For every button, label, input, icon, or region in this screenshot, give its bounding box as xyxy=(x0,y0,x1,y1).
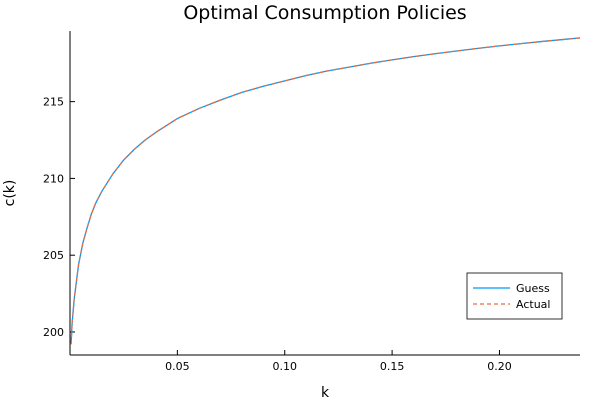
series-line-actual xyxy=(70,37,581,345)
x-tick-label: 0.15 xyxy=(380,360,405,373)
chart-title: Optimal Consumption Policies xyxy=(183,2,466,24)
y-axis-label: c(k) xyxy=(2,180,18,207)
x-tick-label: 0.05 xyxy=(165,360,190,373)
x-tick-label: 0.20 xyxy=(487,360,512,373)
y-tick-label: 200 xyxy=(43,326,64,339)
y-tick-label: 215 xyxy=(43,96,64,109)
legend: Guess Actual xyxy=(466,272,563,320)
plot-area: 0.05 0.10 0.15 0.20 200 205 210 215 xyxy=(43,31,581,373)
x-tick-label: 0.10 xyxy=(272,360,297,373)
y-tick-label: 205 xyxy=(43,249,64,262)
legend-label-actual: Actual xyxy=(516,298,550,311)
x-axis-label: k xyxy=(321,385,330,400)
y-tick-label: 210 xyxy=(43,172,64,185)
legend-box xyxy=(466,272,563,320)
legend-label-guess: Guess xyxy=(516,282,550,295)
